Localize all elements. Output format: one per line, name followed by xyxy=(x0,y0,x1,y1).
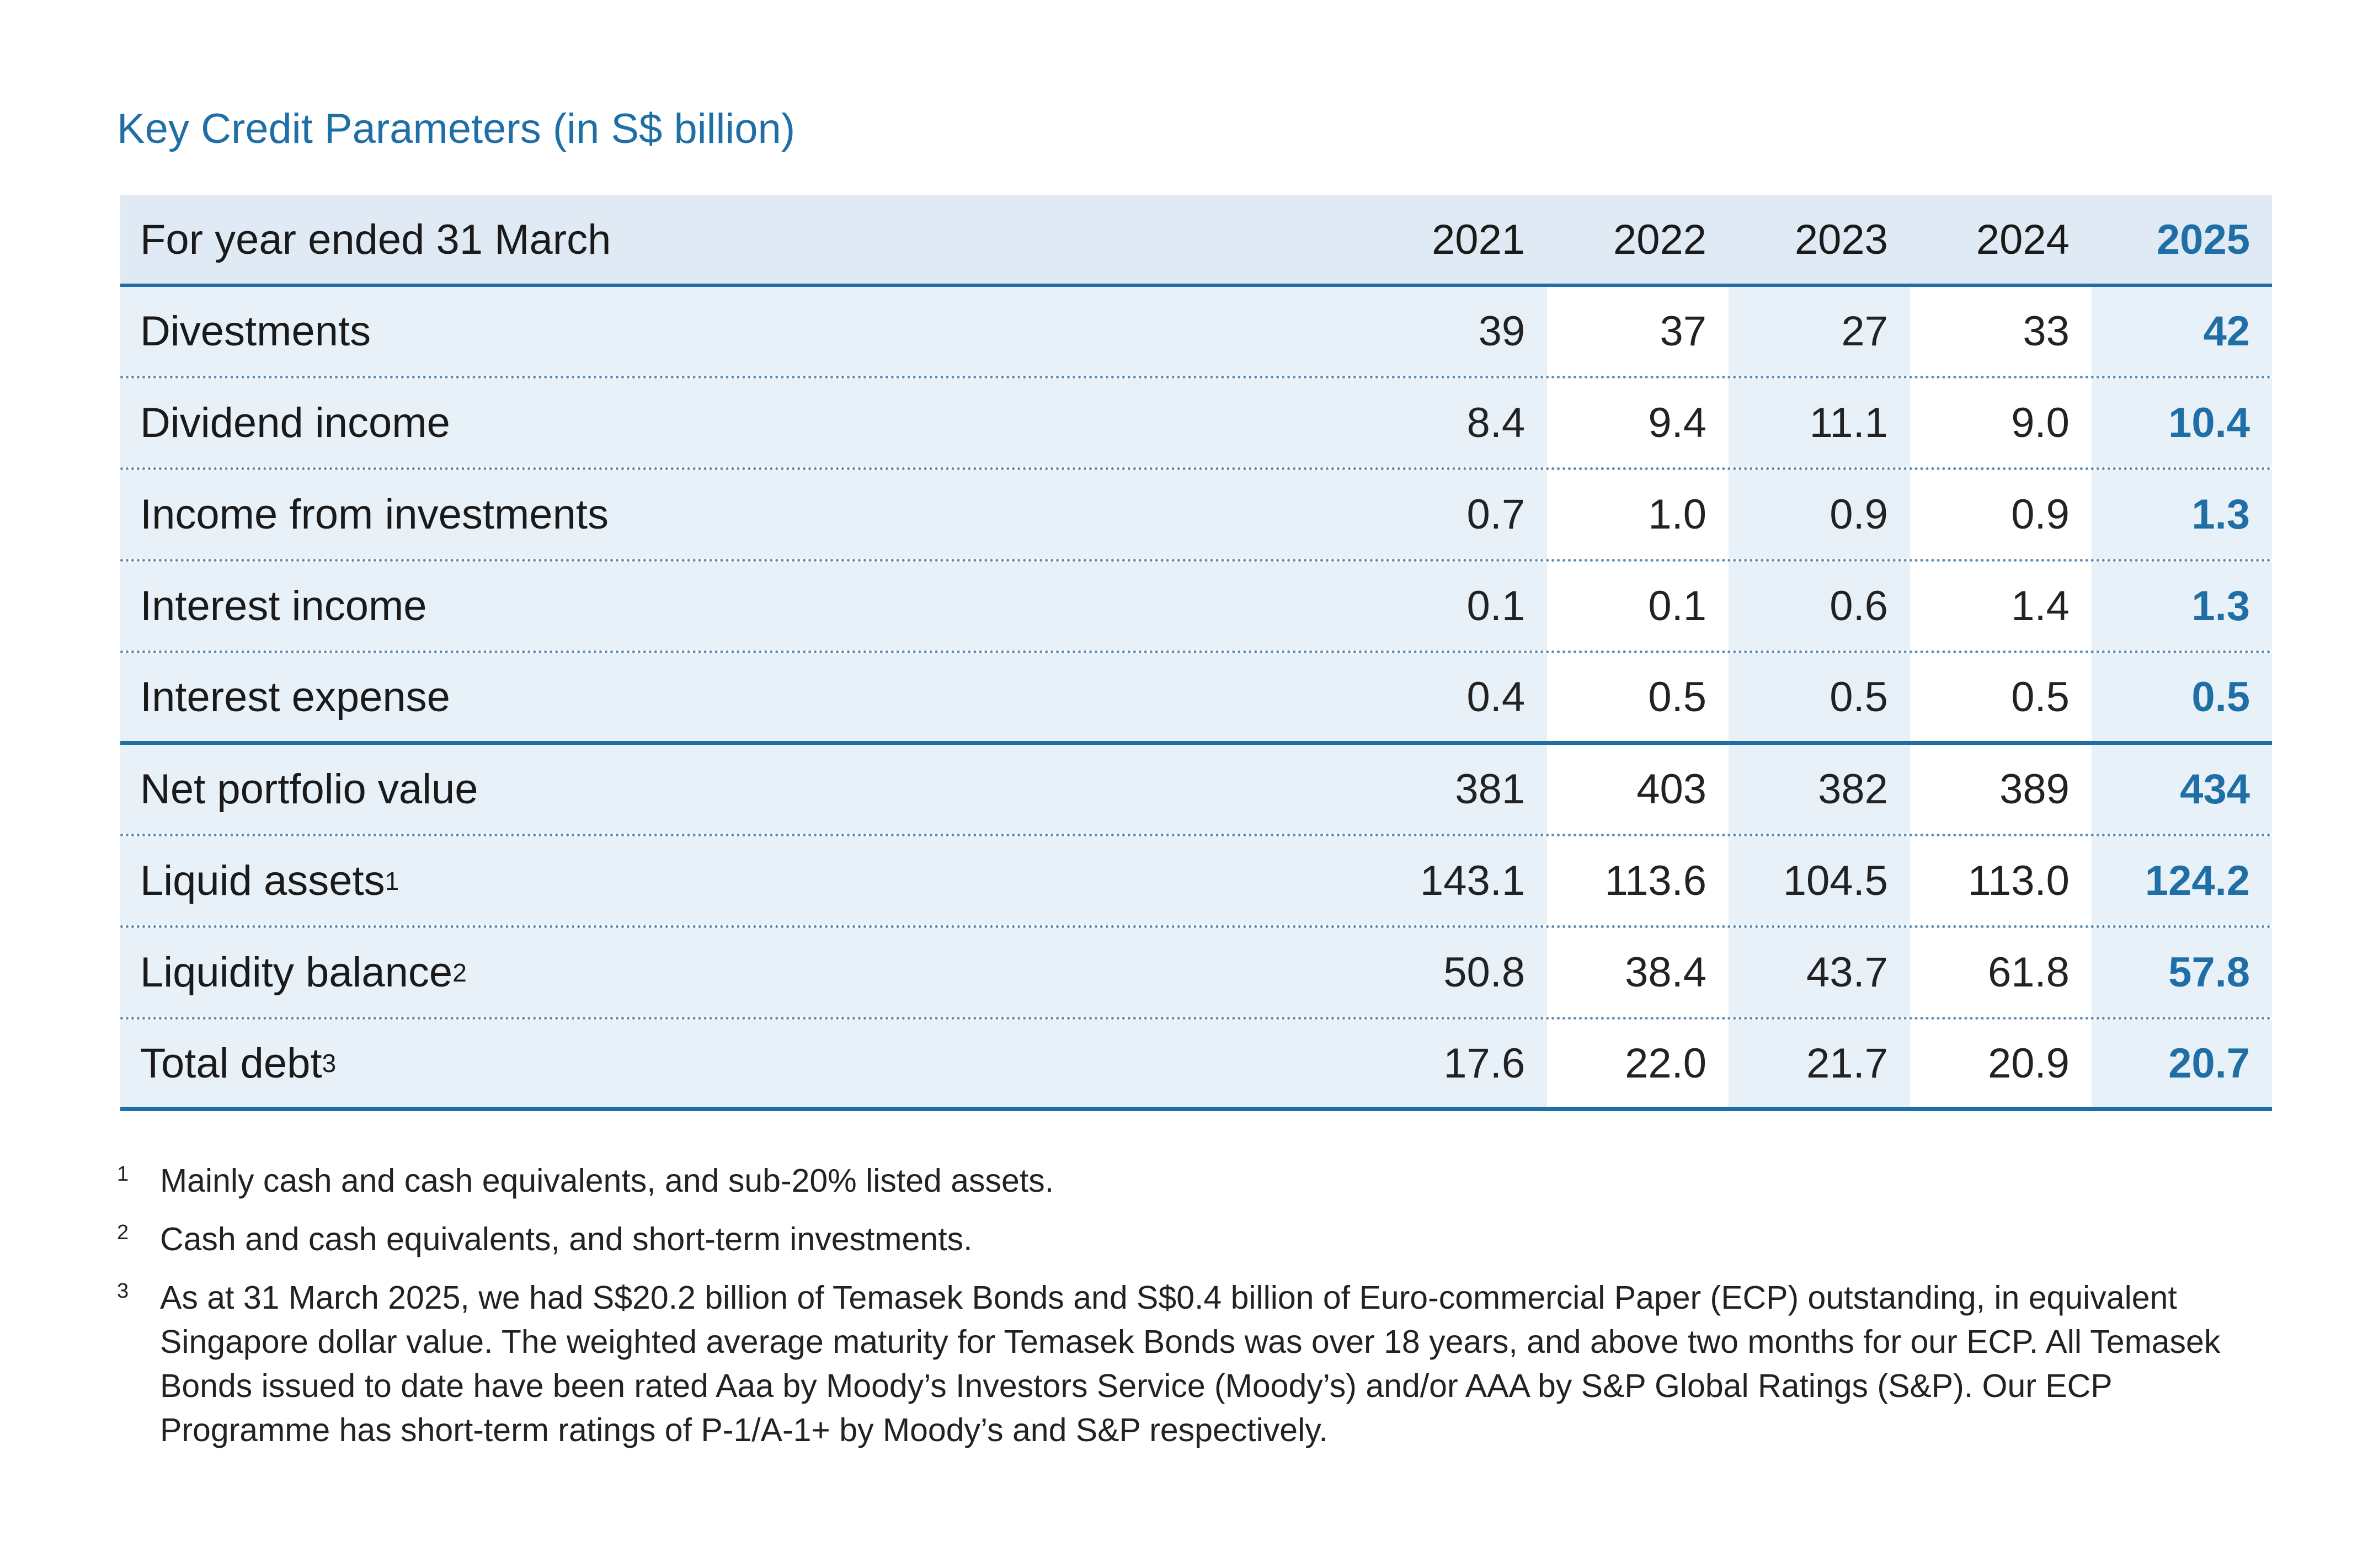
cell-2022: 9.4 xyxy=(1547,378,1729,467)
cell-2021: 17.6 xyxy=(1366,1020,1548,1107)
cell-2023: 382 xyxy=(1729,745,1910,834)
cell-2021: 143.1 xyxy=(1366,836,1548,925)
cell-2023: 0.6 xyxy=(1729,562,1910,650)
row-label: Interest expense xyxy=(120,653,1367,741)
cell-2025: 1.3 xyxy=(2091,470,2272,559)
cell-2022: 0.1 xyxy=(1547,562,1729,650)
cell-2024: 61.8 xyxy=(1910,928,2092,1017)
cell-2024: 9.0 xyxy=(1910,378,2092,467)
footnote-2: 2 Cash and cash equivalents, and short-t… xyxy=(117,1217,2269,1261)
cell-2024: 389 xyxy=(1910,745,2092,834)
cell-2025: 10.4 xyxy=(2091,378,2272,467)
footnote-3: 3 As at 31 March 2025, we had S$20.2 bil… xyxy=(117,1276,2269,1452)
table-row: Interest expense 0.4 0.5 0.5 0.5 0.5 xyxy=(120,653,2272,745)
cell-2021: 8.4 xyxy=(1366,378,1548,467)
cell-2023: 0.5 xyxy=(1729,653,1910,741)
cell-2023: 104.5 xyxy=(1729,836,1910,925)
footnote-mark: 1 xyxy=(117,1162,129,1186)
cell-2022: 113.6 xyxy=(1547,836,1729,925)
credit-parameters-table: For year ended 31 March 2021 2022 2023 2… xyxy=(120,195,2272,1111)
footnote-1: 1 Mainly cash and cash equivalents, and … xyxy=(117,1159,2269,1203)
header-year-2021: 2021 xyxy=(1366,195,1548,284)
cell-2025: 57.8 xyxy=(2091,928,2272,1017)
cell-2025: 20.7 xyxy=(2091,1020,2272,1107)
table-row: Total debt 3 17.6 22.0 21.7 20.9 20.7 xyxy=(120,1020,2272,1111)
cell-2024: 113.0 xyxy=(1910,836,2092,925)
cell-2025: 42 xyxy=(2091,287,2272,376)
cell-2023: 0.9 xyxy=(1729,470,1910,559)
cell-2023: 43.7 xyxy=(1729,928,1910,1017)
row-label: Total debt 3 xyxy=(120,1020,1367,1107)
footnotes: 1 Mainly cash and cash equivalents, and … xyxy=(117,1159,2269,1466)
table-row: Net portfolio value 381 403 382 389 434 xyxy=(120,745,2272,836)
table-row: Interest income 0.1 0.1 0.6 1.4 1.3 xyxy=(120,562,2272,653)
header-year-2023: 2023 xyxy=(1729,195,1910,284)
footnote-text: Cash and cash equivalents, and short-ter… xyxy=(160,1221,973,1257)
footnote-mark: 3 xyxy=(117,1279,129,1303)
cell-2022: 0.5 xyxy=(1547,653,1729,741)
table-row: Income from investments 0.7 1.0 0.9 0.9 … xyxy=(120,470,2272,562)
cell-2024: 33 xyxy=(1910,287,2092,376)
row-label: Divestments xyxy=(120,287,1367,376)
row-label: Liquid assets 1 xyxy=(120,836,1367,925)
table-row: Liquid assets 1 143.1 113.6 104.5 113.0 1… xyxy=(120,836,2272,928)
header-year-2025: 2025 xyxy=(2091,195,2272,284)
cell-2022: 403 xyxy=(1547,745,1729,834)
table-row: Divestments 39 37 27 33 42 xyxy=(120,287,2272,378)
cell-2021: 0.7 xyxy=(1366,470,1548,559)
row-label: Liquidity balance 2 xyxy=(120,928,1367,1017)
cell-2024: 0.5 xyxy=(1910,653,2092,741)
cell-2025: 1.3 xyxy=(2091,562,2272,650)
cell-2023: 27 xyxy=(1729,287,1910,376)
row-label: Income from investments xyxy=(120,470,1367,559)
cell-2022: 22.0 xyxy=(1547,1020,1729,1107)
cell-2024: 20.9 xyxy=(1910,1020,2092,1107)
cell-2021: 0.4 xyxy=(1366,653,1548,741)
footnote-text: As at 31 March 2025, we had S$20.2 billi… xyxy=(160,1279,2221,1448)
cell-2022: 1.0 xyxy=(1547,470,1729,559)
row-label: Net portfolio value xyxy=(120,745,1367,834)
cell-2022: 38.4 xyxy=(1547,928,1729,1017)
header-label: For year ended 31 March xyxy=(120,195,1367,284)
table-header-row: For year ended 31 March 2021 2022 2023 2… xyxy=(120,195,2272,287)
cell-2021: 39 xyxy=(1366,287,1548,376)
footnote-mark: 2 xyxy=(117,1221,129,1244)
cell-2023: 11.1 xyxy=(1729,378,1910,467)
cell-2021: 381 xyxy=(1366,745,1548,834)
cell-2023: 21.7 xyxy=(1729,1020,1910,1107)
row-label: Dividend income xyxy=(120,378,1367,467)
cell-2021: 0.1 xyxy=(1366,562,1548,650)
cell-2024: 0.9 xyxy=(1910,470,2092,559)
cell-2021: 50.8 xyxy=(1366,928,1548,1017)
cell-2024: 1.4 xyxy=(1910,562,2092,650)
cell-2022: 37 xyxy=(1547,287,1729,376)
footnote-text: Mainly cash and cash equivalents, and su… xyxy=(160,1162,1054,1199)
header-year-2022: 2022 xyxy=(1547,195,1729,284)
table-row: Dividend income 8.4 9.4 11.1 9.0 10.4 xyxy=(120,378,2272,470)
cell-2025: 434 xyxy=(2091,745,2272,834)
table-row: Liquidity balance 2 50.8 38.4 43.7 61.8 5… xyxy=(120,928,2272,1020)
header-year-2024: 2024 xyxy=(1910,195,2092,284)
page-title: Key Credit Parameters (in S$ billion) xyxy=(117,105,796,152)
cell-2025: 124.2 xyxy=(2091,836,2272,925)
cell-2025: 0.5 xyxy=(2091,653,2272,741)
row-label: Interest income xyxy=(120,562,1367,650)
